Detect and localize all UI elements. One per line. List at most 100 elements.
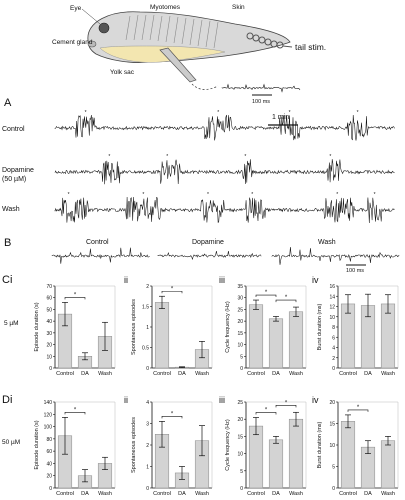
bar-wash: [288, 311, 304, 369]
chart-panel-label-Ci: Ci: [2, 274, 12, 286]
panel-b-trace-0: [51, 247, 150, 264]
bar-da: [268, 318, 284, 369]
category-label-control: Control: [247, 491, 265, 497]
chart-ytick-label-7: 70: [46, 284, 52, 290]
stim-marker-2-2: *: [207, 192, 209, 198]
yolk-sac: [99, 45, 226, 63]
sig-bracket-0: [161, 416, 183, 419]
chart-ytick-label-7: 140: [44, 400, 53, 406]
label-inset-scale: 100 ms: [252, 99, 270, 105]
recording-arrow: [191, 83, 219, 90]
stim-marker-1-3: *: [329, 154, 331, 160]
sig-star-0: *: [357, 405, 360, 411]
chart-ytick-label-1: 2: [332, 356, 335, 362]
panel-b-label-wash: Wash: [318, 239, 336, 246]
chart-ytick-label-0: 0: [146, 366, 149, 372]
chart-ytick-label-3: 15: [237, 434, 243, 440]
chart-ytick-label-1: 1: [146, 465, 149, 471]
chart-ylabel: Episode duration (s): [34, 420, 40, 469]
category-label-control: Control: [56, 371, 74, 377]
chart-ytick-label-6: 60: [46, 296, 52, 302]
panel-a-traces: * * * * * * * * * * * * * *: [54, 110, 395, 224]
chart-ytick-label-2: 4: [332, 346, 335, 352]
bar-control: [248, 304, 264, 369]
stim-marker-1-0: *: [108, 154, 110, 160]
category-label-da: DA: [178, 371, 186, 377]
chart-Ci: Ci 0 10 20 30 40 50 60 70 Episode duration (s) Con…: [2, 274, 116, 377]
sig-star-0: *: [171, 286, 174, 292]
panel-b-label-dopamine: Dopamine: [192, 239, 224, 246]
chart-ylabel: Spontaneous episodes: [131, 299, 137, 355]
trace-row-0: [54, 114, 395, 141]
chart-ytick-label-7: 14: [329, 294, 335, 300]
trace-row-2: [54, 196, 395, 224]
chart-panel-label-Di: Di: [2, 394, 12, 406]
chart-panel-label-Cii: ii: [124, 275, 128, 285]
chart-ytick-label-3: 6: [332, 335, 335, 341]
sig-bracket-0: [255, 412, 277, 415]
bar-control: [340, 303, 356, 369]
sig-bracket-1: [275, 299, 297, 303]
sig-star-0: *: [171, 411, 174, 417]
chart-ytick-label-2: 1: [146, 325, 149, 331]
chart-ytick-label-1: 10: [46, 354, 52, 360]
chart-ytick-label-4: 8: [332, 325, 335, 331]
label-skin: Skin: [232, 4, 245, 11]
chart-Di: Di 0 20 40 60 80 100 120 140 Episode duration (s)…: [2, 394, 116, 497]
sig-bracket-1: [275, 405, 297, 408]
chart-ytick-label-0: 0: [146, 486, 149, 492]
conc-label-c: 5 µM: [4, 320, 19, 327]
panel-b-scale-label: 100 ms: [346, 268, 364, 274]
sig-star-0: *: [74, 407, 77, 413]
chart-Div: iv 0 5 10 15 20 Burst duration (ms) Control DA Wa…: [312, 395, 399, 497]
category-label-da: DA: [178, 491, 186, 497]
chart-ytick-label-0: 0: [240, 366, 243, 372]
panel-a-row-label-control: Control: [2, 126, 25, 133]
chart-ytick-label-1: 20: [46, 474, 52, 480]
panel-a-scale-label: 1 min: [272, 114, 289, 121]
chart-ytick-label-6: 120: [44, 412, 53, 418]
sig-bracket-0: [64, 297, 86, 300]
category-label-wash: Wash: [289, 371, 303, 377]
chart-ytick-label-3: 1.5: [142, 305, 149, 311]
chart-ylabel: Burst duration (ms): [317, 421, 323, 468]
chart-Ciii: iii 0 5 10 15 20 25 30 35 Cycle frequency (Hz) Con…: [219, 275, 307, 377]
label-cement-gland: Cement gland: [52, 39, 93, 46]
panel-b-trace-2: [271, 246, 400, 265]
chart-ytick-label-3: 60: [46, 449, 52, 455]
chart-ytick-label-1: 5: [332, 465, 335, 471]
bar-wash: [288, 418, 304, 489]
inset-trace-line: [221, 83, 301, 93]
panel-letter-a: A: [4, 97, 12, 109]
bar-control: [248, 425, 264, 489]
chart-ytick-label-7: 35: [237, 284, 243, 290]
stim-marker-0-0: *: [85, 110, 87, 116]
chart-Dii: ii 0 1 2 3 4 Spontaneous episodes Control DA Wash…: [124, 395, 213, 497]
category-label-da: DA: [81, 371, 89, 377]
category-label-wash: Wash: [195, 371, 209, 377]
chart-ytick-label-3: 3: [146, 422, 149, 428]
chart-ytick-label-5: 25: [237, 400, 243, 406]
category-label-control: Control: [339, 371, 357, 377]
chart-Cii: ii 0 0.5 1 1.5 2 Spontaneous episodes Control DA…: [124, 275, 213, 377]
chart-ytick-label-4: 20: [329, 400, 335, 406]
chart-Civ: iv 0 2 4 6 8 10 12 14 16 Burst duration (ms) Contro…: [312, 275, 399, 377]
category-label-wash: Wash: [98, 371, 112, 377]
chart-ytick-label-0: 0: [49, 486, 52, 492]
chart-ytick-label-5: 50: [46, 307, 52, 313]
category-label-control: Control: [56, 491, 74, 497]
panel-a: A * * * ** * * ** * * * * * 1 min Control Dopamine …: [2, 97, 395, 224]
category-label-da: DA: [81, 491, 89, 497]
sig-star-1: *: [285, 400, 288, 406]
stim-marker-2-3: *: [251, 192, 253, 198]
chart-ylabel: Cycle frequency (Hz): [225, 301, 231, 353]
chart-ytick-label-4: 20: [237, 319, 243, 325]
stim-marker-1-2: *: [244, 154, 246, 160]
chart-ytick-label-2: 2: [146, 443, 149, 449]
chart-ytick-label-1: 5: [240, 469, 243, 475]
chart-panel-label-Dii: ii: [124, 395, 128, 405]
chart-ytick-label-0: 0: [49, 366, 52, 372]
inset-trace: [221, 83, 301, 93]
